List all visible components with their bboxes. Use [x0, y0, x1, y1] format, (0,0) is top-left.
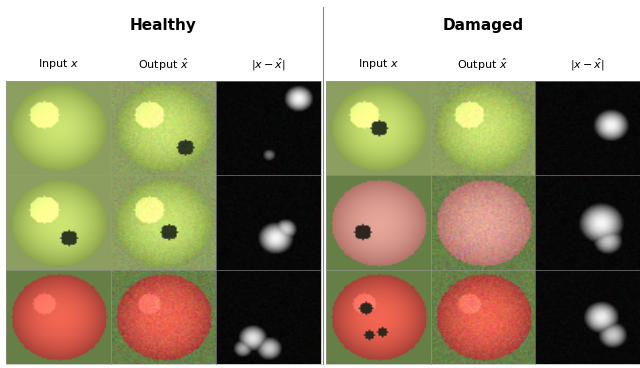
Text: $|x - \hat{x}|$: $|x - \hat{x}|$	[570, 56, 605, 72]
Text: Input $x$: Input $x$	[38, 57, 79, 71]
Text: Healthy: Healthy	[130, 18, 197, 33]
Text: Output $\hat{x}$: Output $\hat{x}$	[138, 56, 189, 72]
Text: $|x - \hat{x}|$: $|x - \hat{x}|$	[251, 56, 285, 72]
Text: Input $x$: Input $x$	[358, 57, 399, 71]
Text: Output $\hat{x}$: Output $\hat{x}$	[458, 56, 508, 72]
Text: Damaged: Damaged	[442, 18, 524, 33]
